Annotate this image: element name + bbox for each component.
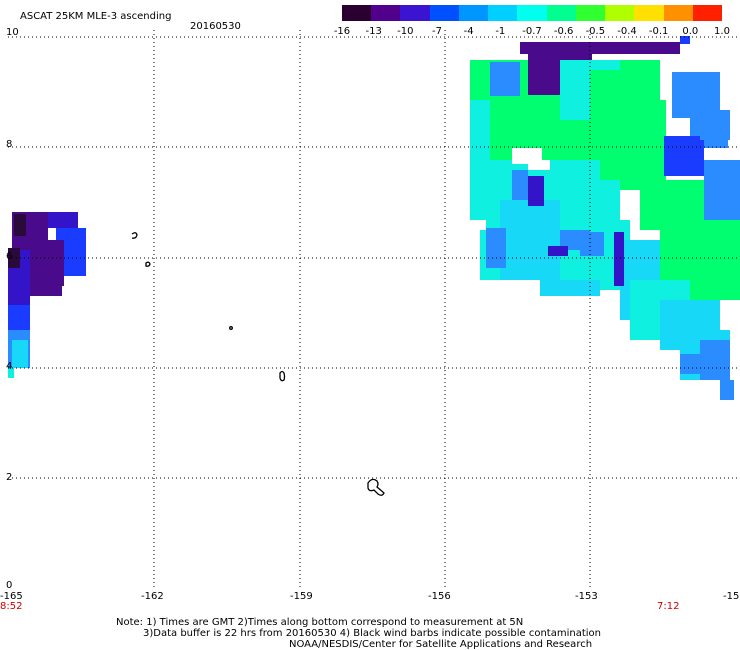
colorbar-tick-label: 0.0 bbox=[682, 26, 699, 37]
island-contour bbox=[131, 232, 138, 239]
island-contour bbox=[367, 478, 385, 496]
swath-cell bbox=[690, 220, 740, 280]
note-line-2: 3)Data buffer is 22 hrs from 20160530 4)… bbox=[143, 628, 601, 639]
y-tick-label: 6 bbox=[6, 251, 13, 262]
map-date: 20160530 bbox=[190, 21, 241, 32]
swath-cell bbox=[8, 305, 30, 333]
colorbar-swatch bbox=[400, 5, 430, 21]
y-tick-label: 10 bbox=[6, 27, 19, 38]
x-tick-label: -156 bbox=[428, 591, 451, 602]
swath-cell bbox=[486, 228, 506, 268]
colorbar-tick-label: -0.5 bbox=[585, 26, 606, 37]
swath-cell bbox=[528, 160, 550, 170]
colorbar-swatch bbox=[634, 5, 664, 21]
colorbar-tick-label: -7 bbox=[432, 26, 442, 37]
colorbar-tick-label: -1 bbox=[495, 26, 506, 37]
swath-cell bbox=[520, 42, 680, 54]
swath-cell bbox=[548, 246, 568, 256]
colorbar bbox=[342, 5, 723, 21]
swath-cell bbox=[470, 220, 486, 230]
swath-cell bbox=[14, 214, 26, 236]
swath-cell bbox=[8, 368, 14, 378]
swath-cell bbox=[640, 310, 660, 340]
colorbar-swatch bbox=[575, 5, 606, 21]
y-tick-label: 8 bbox=[6, 139, 13, 150]
time-label-left: 8:52 bbox=[0, 601, 23, 612]
colorbar-tick-label: -13 bbox=[365, 26, 382, 37]
colorbar-tick-label: -16 bbox=[333, 26, 351, 37]
swath-cell bbox=[664, 136, 704, 176]
wind-swath-cells bbox=[8, 36, 740, 400]
swath-cell bbox=[8, 248, 20, 268]
x-tick-label: -162 bbox=[141, 591, 164, 602]
colorbar-tick-label: -0.7 bbox=[522, 26, 542, 37]
swath-cell bbox=[512, 170, 528, 200]
y-tick-label: 2 bbox=[6, 472, 13, 483]
x-tick-label: -15 bbox=[723, 591, 740, 602]
colorbar-tick-label: -10 bbox=[397, 26, 414, 37]
swath-cell bbox=[528, 176, 544, 206]
y-tick-label: 4 bbox=[6, 361, 13, 372]
swath-cell bbox=[48, 212, 78, 228]
time-label-right: 7:12 bbox=[657, 601, 680, 612]
colorbar-swatch bbox=[663, 5, 693, 21]
land-contours bbox=[131, 232, 385, 496]
island-contour bbox=[229, 326, 233, 330]
note-line-1: Note: 1) Times are GMT 2)Times along bot… bbox=[116, 617, 524, 628]
island-contour bbox=[279, 370, 286, 382]
colorbar-tick-label: -0.6 bbox=[553, 26, 574, 37]
island-contour bbox=[145, 261, 151, 267]
y-tick-label: 0 bbox=[6, 580, 13, 591]
colorbar-tick-label: -0.1 bbox=[648, 26, 669, 37]
swath-cell bbox=[614, 232, 624, 286]
x-tick-label: -153 bbox=[575, 591, 598, 602]
colorbar-tick-label: -0.4 bbox=[617, 26, 637, 37]
swath-cell bbox=[580, 232, 604, 256]
colorbar-swatch bbox=[517, 5, 547, 21]
colorbar-swatch bbox=[605, 5, 635, 21]
swath-cell bbox=[490, 62, 520, 96]
swath-cell bbox=[700, 110, 730, 140]
x-tick-label: -165 bbox=[0, 591, 23, 602]
colorbar-swatch bbox=[342, 5, 372, 21]
swath-cell bbox=[680, 36, 690, 44]
colorbar-swatch bbox=[371, 5, 401, 21]
swath-cell bbox=[680, 354, 710, 374]
note-line-3: NOAA/NESDIS/Center for Satellite Applica… bbox=[289, 639, 593, 650]
grid-lines bbox=[8, 30, 740, 588]
colorbar-swatch bbox=[429, 5, 459, 21]
swath-cell bbox=[704, 160, 740, 220]
colorbar-tick-label: -4 bbox=[463, 26, 474, 37]
swath-cell bbox=[12, 340, 28, 368]
x-tick-label: -159 bbox=[290, 591, 313, 602]
colorbar-swatch bbox=[488, 5, 518, 21]
map-title: ASCAT 25KM MLE-3 ascending bbox=[20, 11, 172, 22]
colorbar-tick-label: 1.0 bbox=[714, 26, 730, 37]
colorbar-swatch bbox=[546, 5, 576, 21]
swath-cell bbox=[28, 276, 62, 296]
colorbar-swatch bbox=[692, 5, 723, 21]
swath-cell bbox=[720, 380, 734, 400]
colorbar-swatch bbox=[458, 5, 489, 21]
